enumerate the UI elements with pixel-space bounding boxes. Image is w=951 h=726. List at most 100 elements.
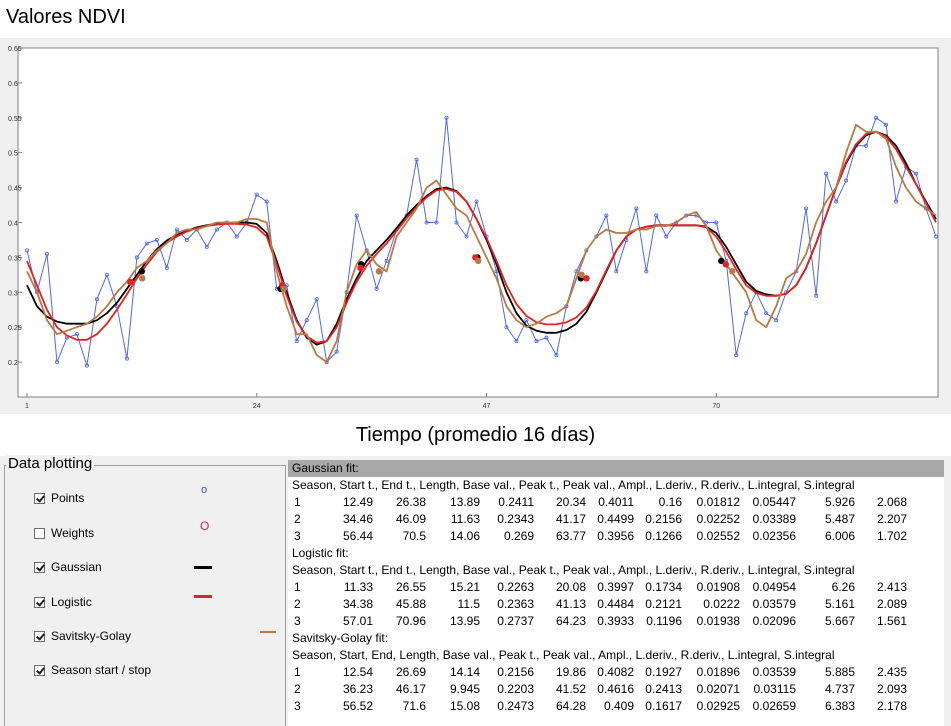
fit-cell: 0.2343 — [497, 512, 534, 526]
data-point — [734, 353, 739, 358]
y-tick-label: 0.2 — [8, 360, 18, 367]
fit-cell: 3 — [294, 699, 301, 713]
fit-cell: 11.63 — [450, 512, 480, 526]
fit-data-row: 1 12.54 26.69 14.14 0.2156 19.86 0.4082 0.1927 0… — [288, 664, 944, 681]
fit-cell: 13.95 — [449, 614, 480, 628]
fit-data-row: 1 12.49 26.38 13.89 0.2411 20.34 0.4011 0.16 0.0… — [288, 494, 944, 511]
fit-cell: 11.5 — [457, 597, 480, 611]
season-marker — [375, 268, 383, 275]
data-point — [104, 272, 109, 277]
fit-results-text: Gaussian fit: Season, Start t., End t., L… — [288, 460, 944, 726]
legend-line-gaussian — [194, 566, 212, 569]
checkbox-weights[interactable] — [34, 527, 45, 539]
data-point — [204, 244, 209, 249]
data-point — [464, 234, 469, 239]
fit-cell: 70.5 — [402, 529, 426, 543]
fit-cell: 0.03389 — [752, 512, 796, 526]
fit-cell: 0.03115 — [753, 682, 797, 696]
y-tick-label: 0.6 — [8, 81, 18, 88]
data-point — [354, 213, 359, 218]
checkbox-savitsky-golay[interactable] — [34, 630, 45, 642]
fit-cell: 41.13 — [555, 597, 586, 611]
season-marker — [139, 275, 146, 282]
data-point — [874, 115, 879, 120]
checkbox-logistic[interactable] — [34, 596, 45, 608]
fit-data-row: 2 34.38 45.88 11.5 0.2363 41.13 0.4484 0.2121 0.… — [288, 596, 944, 613]
data-point — [644, 269, 649, 274]
season-marker — [722, 261, 730, 268]
legend-line-savitsky-golay — [260, 631, 276, 633]
legend-symbol-points: o — [201, 484, 208, 496]
y-tick-label: 0.35 — [8, 255, 22, 262]
data-point — [914, 171, 919, 176]
data-point — [524, 318, 529, 323]
fit-cell: 56.44 — [342, 529, 373, 543]
fit-cell: 0.2263 — [497, 580, 534, 594]
data-point — [744, 311, 749, 316]
fit-cell: 2 — [294, 682, 301, 696]
fit-cell: 2 — [294, 512, 301, 526]
data-point — [24, 248, 29, 253]
fit-cell: 0.02071 — [696, 682, 740, 696]
data-point — [884, 122, 889, 127]
data-point — [834, 199, 839, 204]
data-point — [374, 286, 379, 291]
data-point — [94, 297, 99, 302]
data-point — [364, 248, 369, 253]
fit-cell: 34.38 — [342, 597, 373, 611]
fit-cell: 5.667 — [824, 614, 855, 628]
fit-cell: 2.089 — [876, 597, 907, 611]
fit-cell: 0.03539 — [752, 665, 796, 679]
fit-cell: 64.23 — [555, 614, 586, 628]
data-point — [614, 269, 619, 274]
fit-cell: 0.4082 — [597, 665, 634, 679]
fit-cell: 0.02659 — [752, 699, 796, 713]
checkbox-season-start-stop[interactable] — [34, 664, 45, 676]
data-point — [474, 199, 479, 204]
checkbox-row-weights[interactable]: Weights — [34, 524, 94, 542]
fit-cell: 0.2413 — [645, 682, 682, 696]
y-tick-label: 0.55 — [8, 116, 22, 123]
checkbox-row-season-start-stop[interactable]: Season start / stop — [34, 661, 151, 679]
y-tick-label: 0.25 — [8, 325, 22, 332]
fit-cell: 0.01938 — [696, 614, 740, 628]
fit-cell: 0.2156 — [645, 512, 682, 526]
data-point — [514, 339, 519, 344]
fit-cell: 0.4499 — [597, 512, 634, 526]
fit-cell: 0.2203 — [497, 682, 534, 696]
x-tick-label: 70 — [712, 403, 720, 410]
checkbox-row-logistic[interactable]: Logistic — [34, 593, 92, 611]
fit-cell: 6.006 — [824, 529, 855, 543]
data-point — [294, 339, 299, 344]
fit-data-row: 2 36.23 46.17 9.945 0.2203 41.52 0.4616 0.2413 0… — [288, 681, 944, 698]
y-tick-label: 0.65 — [8, 46, 22, 53]
fit-cell: 0.05447 — [752, 495, 796, 509]
fit-cell: 26.55 — [395, 580, 426, 594]
fit-cell: 2.093 — [876, 682, 907, 696]
checkbox-row-savitsky-golay[interactable]: Savitsky-Golay — [34, 627, 131, 645]
checkbox-row-points[interactable]: Points — [34, 489, 84, 507]
data-point — [124, 356, 129, 361]
fit-cell: 41.17 — [555, 512, 586, 526]
checkbox-points[interactable] — [34, 492, 45, 504]
fit-cell: 57.01 — [342, 614, 373, 628]
data-point — [54, 360, 59, 365]
fit-cell: 0.01908 — [696, 580, 740, 594]
checkbox-row-gaussian[interactable]: Gaussian — [34, 558, 102, 576]
checkbox-gaussian[interactable] — [34, 561, 45, 573]
season-marker — [126, 278, 134, 286]
fit-cell: 2.068 — [876, 495, 907, 509]
fit-cell: 0.409 — [603, 699, 634, 713]
fit-cell: 0.2473 — [497, 699, 534, 713]
data-point — [714, 220, 719, 225]
season-marker — [578, 271, 585, 279]
fit-cell: 12.49 — [342, 495, 373, 509]
season-marker — [729, 268, 736, 275]
legend-line-logistic — [194, 595, 212, 598]
fit-cell: 0.02356 — [752, 529, 796, 543]
fit-cell: 6.26 — [831, 580, 855, 594]
fit-cell: 0.01812 — [696, 495, 740, 509]
fit-cell: 5.926 — [824, 495, 855, 509]
fit-cell: 1 — [294, 495, 301, 509]
fit-cell: 63.77 — [555, 529, 586, 543]
